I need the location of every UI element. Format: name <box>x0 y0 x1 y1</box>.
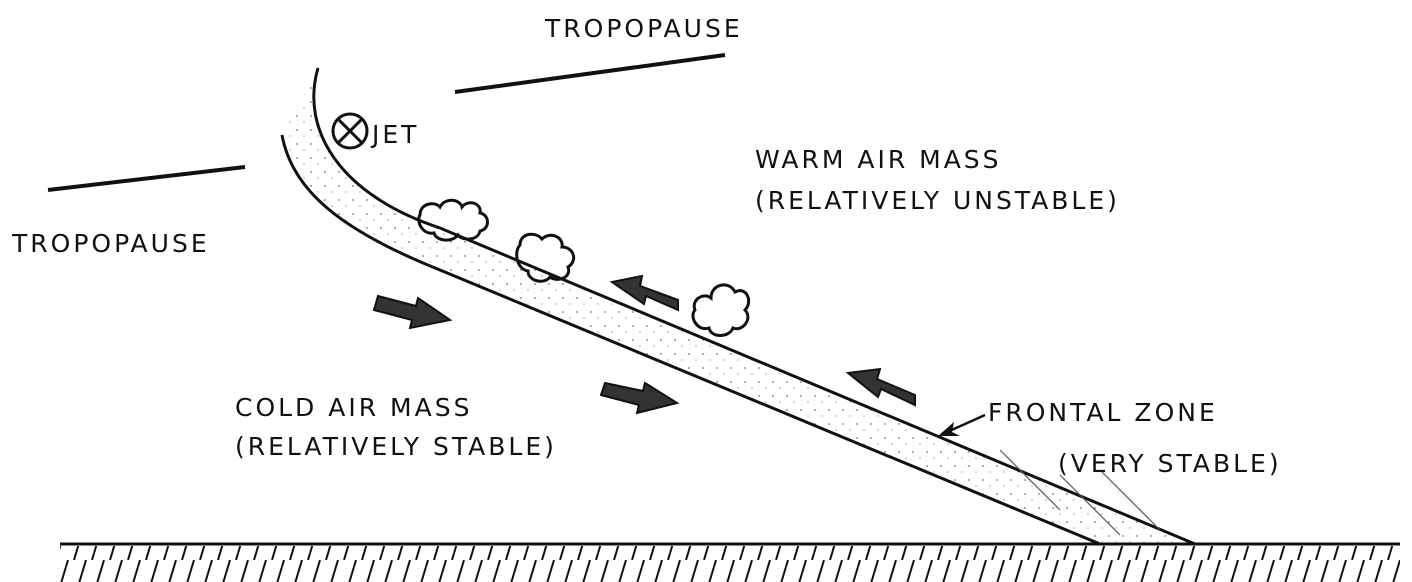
label: COLD AIR MASS <box>235 393 472 422</box>
label: WARM AIR MASS <box>755 145 1002 174</box>
tropopause-line <box>47 165 246 192</box>
label: (RELATIVELY STABLE) <box>235 432 557 461</box>
air-flow-arrows <box>372 274 916 415</box>
jet-symbol <box>331 112 369 150</box>
label: (RELATIVELY UNSTABLE) <box>755 186 1120 215</box>
ground-hatch <box>60 546 1400 582</box>
tropopause-line <box>454 53 726 94</box>
label: TROPOPAUSE <box>11 229 210 258</box>
label: JET <box>370 120 419 149</box>
front-lower-boundary <box>280 134 1101 546</box>
label: FRONTAL ZONE <box>988 398 1218 427</box>
zone-hatch <box>999 449 1161 536</box>
pointer-head <box>938 422 960 436</box>
label: (VERY STABLE) <box>1058 449 1282 478</box>
clouds <box>417 198 751 337</box>
label: TROPOPAUSE <box>544 14 743 43</box>
